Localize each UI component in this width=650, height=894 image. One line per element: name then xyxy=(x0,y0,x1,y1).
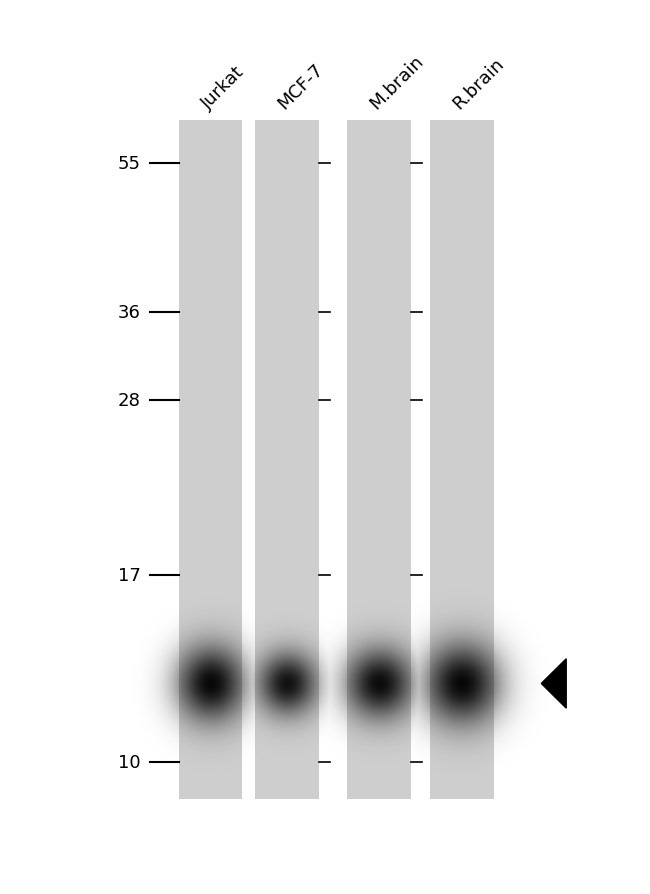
Bar xyxy=(430,122,493,799)
Text: R.brain: R.brain xyxy=(449,55,507,113)
Text: 55: 55 xyxy=(118,155,140,173)
Text: MCF-7: MCF-7 xyxy=(274,60,326,113)
Text: M.brain: M.brain xyxy=(367,52,427,113)
Bar xyxy=(255,122,318,799)
Text: 28: 28 xyxy=(118,392,140,409)
Text: 17: 17 xyxy=(118,567,140,585)
Text: 10: 10 xyxy=(118,753,140,771)
Text: 36: 36 xyxy=(118,303,140,321)
Bar xyxy=(179,122,242,799)
Polygon shape xyxy=(541,659,566,708)
Text: Jurkat: Jurkat xyxy=(198,63,248,113)
Bar xyxy=(347,122,411,799)
